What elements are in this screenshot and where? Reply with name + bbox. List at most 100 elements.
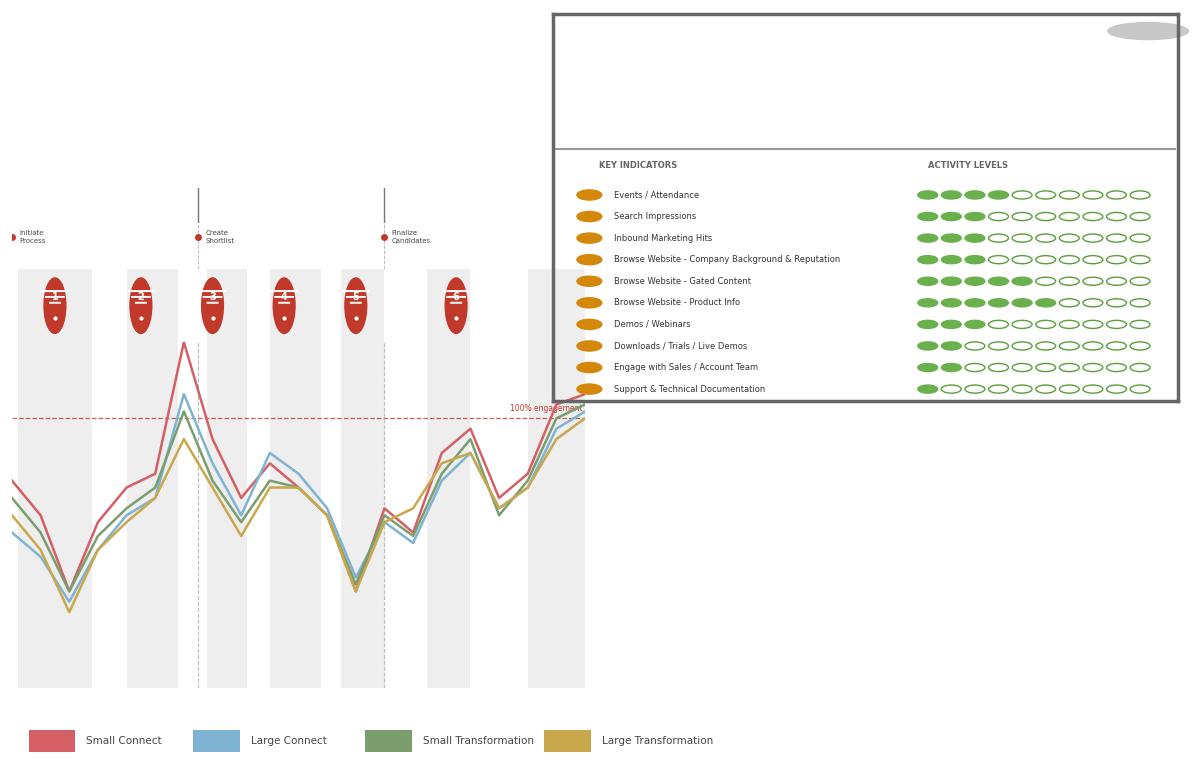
Bar bbox=[341, 269, 384, 342]
Text: Create
Shortlist: Create Shortlist bbox=[205, 230, 234, 244]
Text: 3: 3 bbox=[209, 292, 216, 302]
Text: evaluated & targeted with personalized / customized marketing efforts.: evaluated & targeted with personalized /… bbox=[664, 112, 1014, 122]
Circle shape bbox=[965, 321, 985, 328]
Circle shape bbox=[965, 255, 985, 264]
Bar bbox=[18, 269, 92, 342]
Bar bbox=[528, 342, 585, 688]
Circle shape bbox=[989, 277, 1009, 285]
Bar bbox=[127, 342, 178, 688]
Circle shape bbox=[918, 255, 937, 264]
Text: 4: 4 bbox=[281, 292, 288, 302]
FancyBboxPatch shape bbox=[193, 730, 240, 752]
Circle shape bbox=[577, 190, 602, 200]
Text: Events / Attendance: Events / Attendance bbox=[614, 191, 700, 199]
Circle shape bbox=[965, 298, 985, 307]
Circle shape bbox=[941, 364, 961, 371]
Text: Browse Website - Gated Content: Browse Website - Gated Content bbox=[614, 277, 751, 286]
Text: Account reaches a sufficient level of engagement to indicate possible sales read: Account reaches a sufficient level of en… bbox=[664, 86, 1140, 96]
Circle shape bbox=[1013, 298, 1032, 307]
Circle shape bbox=[965, 234, 985, 242]
Circle shape bbox=[941, 277, 961, 285]
Text: KEY INDICATORS: KEY INDICATORS bbox=[598, 161, 677, 171]
Circle shape bbox=[577, 233, 602, 243]
Bar bbox=[528, 269, 585, 342]
Circle shape bbox=[918, 364, 937, 371]
Circle shape bbox=[577, 255, 602, 265]
FancyBboxPatch shape bbox=[544, 730, 591, 752]
Text: Finalize
Candidates: Finalize Candidates bbox=[392, 230, 431, 244]
Text: Search Impressions: Search Impressions bbox=[614, 212, 696, 221]
Circle shape bbox=[44, 278, 66, 334]
Bar bbox=[427, 342, 470, 688]
Bar bbox=[18, 342, 92, 688]
Circle shape bbox=[965, 191, 985, 199]
Text: Browse Website - Company Background & Reputation: Browse Website - Company Background & Re… bbox=[614, 255, 841, 265]
Text: Large Transformation: Large Transformation bbox=[602, 736, 713, 746]
Text: Browse Website - Product Info: Browse Website - Product Info bbox=[614, 298, 740, 308]
Circle shape bbox=[989, 298, 1009, 307]
Text: 2: 2 bbox=[137, 292, 144, 302]
FancyBboxPatch shape bbox=[29, 730, 75, 752]
Text: 3: 3 bbox=[601, 51, 615, 72]
Text: Engage with Sales / Account Team: Engage with Sales / Account Team bbox=[614, 363, 758, 372]
Circle shape bbox=[130, 278, 152, 334]
Circle shape bbox=[965, 212, 985, 221]
Text: 6: 6 bbox=[453, 292, 460, 302]
Circle shape bbox=[941, 212, 961, 221]
Circle shape bbox=[941, 255, 961, 264]
Text: ◀: ◀ bbox=[585, 419, 597, 434]
Text: Downloads / Trials / Live Demos: Downloads / Trials / Live Demos bbox=[614, 341, 747, 351]
Circle shape bbox=[989, 191, 1009, 199]
Text: Account Engagement & Maturation Timeline: Account Engagement & Maturation Timeline bbox=[29, 81, 550, 101]
Bar bbox=[270, 269, 321, 342]
Bar bbox=[207, 269, 247, 342]
Circle shape bbox=[918, 191, 937, 199]
Bar bbox=[341, 342, 384, 688]
Circle shape bbox=[1013, 277, 1032, 285]
Circle shape bbox=[577, 276, 602, 286]
Circle shape bbox=[918, 212, 937, 221]
Circle shape bbox=[202, 278, 223, 334]
Circle shape bbox=[941, 298, 961, 307]
Bar bbox=[427, 269, 470, 342]
Circle shape bbox=[941, 234, 961, 242]
Circle shape bbox=[941, 321, 961, 328]
Text: Inbound Marketing Hits: Inbound Marketing Hits bbox=[614, 234, 713, 242]
Circle shape bbox=[577, 341, 602, 351]
Text: 1: 1 bbox=[51, 292, 59, 302]
Circle shape bbox=[918, 234, 937, 242]
Text: Initiate
Process: Initiate Process bbox=[19, 230, 45, 244]
Circle shape bbox=[918, 298, 937, 307]
Circle shape bbox=[577, 362, 602, 373]
Text: SELECT: SELECT bbox=[464, 201, 505, 211]
Text: Marketing Qualified Account: Marketing Qualified Account bbox=[664, 35, 930, 53]
Circle shape bbox=[1108, 22, 1188, 39]
Text: 5: 5 bbox=[352, 292, 359, 302]
Circle shape bbox=[577, 298, 602, 308]
Circle shape bbox=[918, 385, 937, 393]
Circle shape bbox=[965, 277, 985, 285]
Circle shape bbox=[273, 278, 295, 334]
Bar bbox=[207, 342, 247, 688]
Text: ACTIVITY LEVELS: ACTIVITY LEVELS bbox=[928, 161, 1008, 171]
Text: Small Connect: Small Connect bbox=[86, 736, 161, 746]
Circle shape bbox=[918, 321, 937, 328]
Circle shape bbox=[345, 278, 367, 334]
Text: Large Connect: Large Connect bbox=[251, 736, 327, 746]
Text: Support & Technical Documentation: Support & Technical Documentation bbox=[614, 384, 765, 394]
Circle shape bbox=[577, 211, 602, 221]
Bar bbox=[270, 342, 321, 688]
Text: ▶: ▶ bbox=[1158, 419, 1170, 434]
Text: CONSIDER: CONSIDER bbox=[263, 201, 320, 211]
Text: 100% engagement: 100% engagement bbox=[510, 404, 583, 413]
Bar bbox=[127, 269, 178, 342]
Circle shape bbox=[1035, 298, 1055, 307]
Circle shape bbox=[577, 319, 602, 329]
Circle shape bbox=[918, 277, 937, 285]
Text: LEARN: LEARN bbox=[87, 201, 123, 211]
Text: Small Transformation: Small Transformation bbox=[423, 736, 534, 746]
Circle shape bbox=[918, 342, 937, 350]
Text: x: x bbox=[1145, 26, 1151, 36]
Circle shape bbox=[445, 278, 467, 334]
Text: Using an ABM approach, the Timeline provdes an alternate view of the customer th: Using an ABM approach, the Timeline prov… bbox=[29, 143, 576, 154]
